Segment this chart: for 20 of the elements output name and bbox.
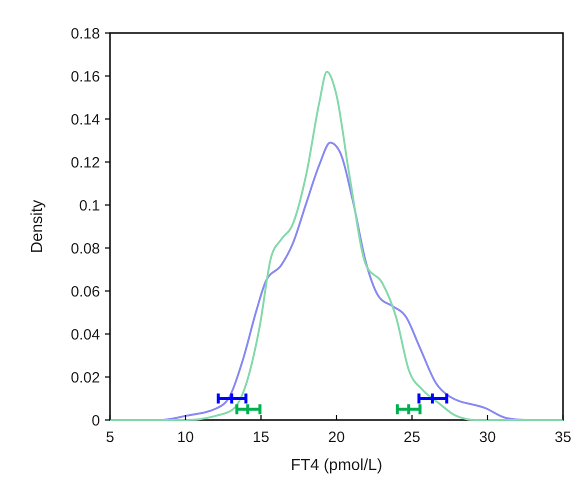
x-tick-label: 25 [404,429,420,446]
y-tick-label: 0.04 [70,326,100,344]
y-tick-label: 0.1 [79,197,100,214]
y-tick-label: 0.16 [70,68,100,86]
y-tick-label: 0.18 [70,25,100,42]
x-tick-label: 10 [177,429,194,446]
x-tick-label: 30 [479,429,496,446]
y-tick-label: 0.08 [70,240,100,258]
y-tick-label: 0 [92,412,100,430]
y-tick-label: 0.12 [70,154,100,172]
x-tick-label: 20 [328,429,345,446]
line-series [109,70,564,421]
y-tick-label: 0.14 [70,111,100,128]
x-axis-title: FT4 (pmol/L) [290,457,382,474]
y-axis-title: Density [29,200,46,254]
x-tick-label: 35 [554,429,572,446]
y-tick-label: 0.06 [70,283,100,300]
y-tick-label: 0.02 [70,369,100,386]
x-tick-label: 5 [106,429,114,446]
x-tick-label: 15 [252,429,270,446]
